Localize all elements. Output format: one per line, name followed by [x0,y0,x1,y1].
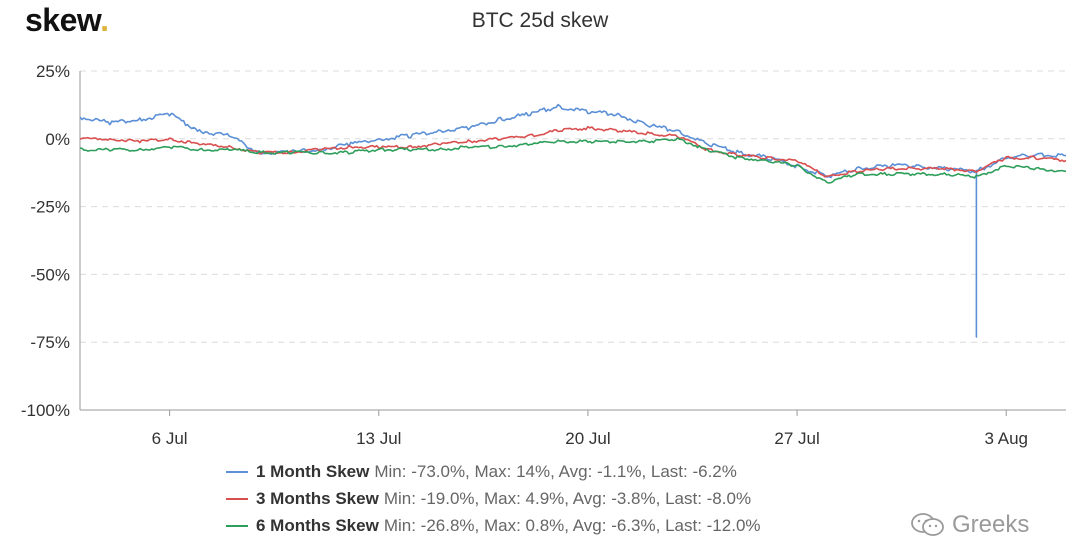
legend-swatch-6m [226,524,248,527]
y-tick-labels: 25% 0% -25% -50% -75% -100% [21,62,70,420]
legend-series-name: 6 Months Skew [256,516,379,535]
x-tick-label: 27 Jul [774,429,819,448]
x-tick-label: 13 Jul [356,429,401,448]
series-line-1 [79,103,1067,338]
gridlines [80,70,1066,343]
y-tick-label: -50% [30,265,70,284]
legend-series-name: 1 Month Skew [256,462,370,481]
y-tick-label: -25% [30,198,70,217]
x-tick-label: 6 Jul [152,429,188,448]
axes [79,71,1066,416]
legend-series-stats: Min: -19.0%, Max: 4.9%, Avg: -3.8%, Last… [383,489,752,508]
skew-logo: skew. [25,2,109,39]
logo-dot: . [100,2,109,38]
legend-series-stats: Min: -26.8%, Max: 0.8%, Avg: -6.3%, Last… [383,516,761,535]
logo-text: skew [25,2,101,38]
series-lines [79,103,1067,338]
x-tick-labels: 6 Jul 13 Jul 20 Jul 27 Jul 3 Aug [152,429,1028,448]
legend-item-1m[interactable]: 1 Month Skew Min: -73.0%, Max: 14%, Avg:… [226,458,761,485]
watermark: Greeks [910,511,1029,539]
watermark-text: Greeks [952,511,1030,538]
y-tick-label: 0% [45,130,70,149]
y-tick-label: -75% [30,333,70,352]
legend-swatch-1m [226,470,248,473]
x-tick-label: 20 Jul [565,429,610,448]
legend-swatch-3m [226,497,248,500]
legend: 1 Month Skew Min: -73.0%, Max: 14%, Avg:… [226,458,761,539]
y-tick-label: 25% [36,62,70,81]
legend-item-3m[interactable]: 3 Months Skew Min: -19.0%, Max: 4.9%, Av… [226,485,761,512]
x-tick-label: 3 Aug [984,429,1028,448]
series-line-3 [79,137,1067,184]
y-tick-label: -100% [21,401,70,420]
legend-item-6m[interactable]: 6 Months Skew Min: -26.8%, Max: 0.8%, Av… [226,512,761,539]
chart-title: BTC 25d skew [471,9,609,32]
wechat-icon [911,513,944,536]
legend-series-stats: Min: -73.0%, Max: 14%, Avg: -1.1%, Last:… [374,462,737,481]
legend-series-name: 3 Months Skew [256,489,379,508]
